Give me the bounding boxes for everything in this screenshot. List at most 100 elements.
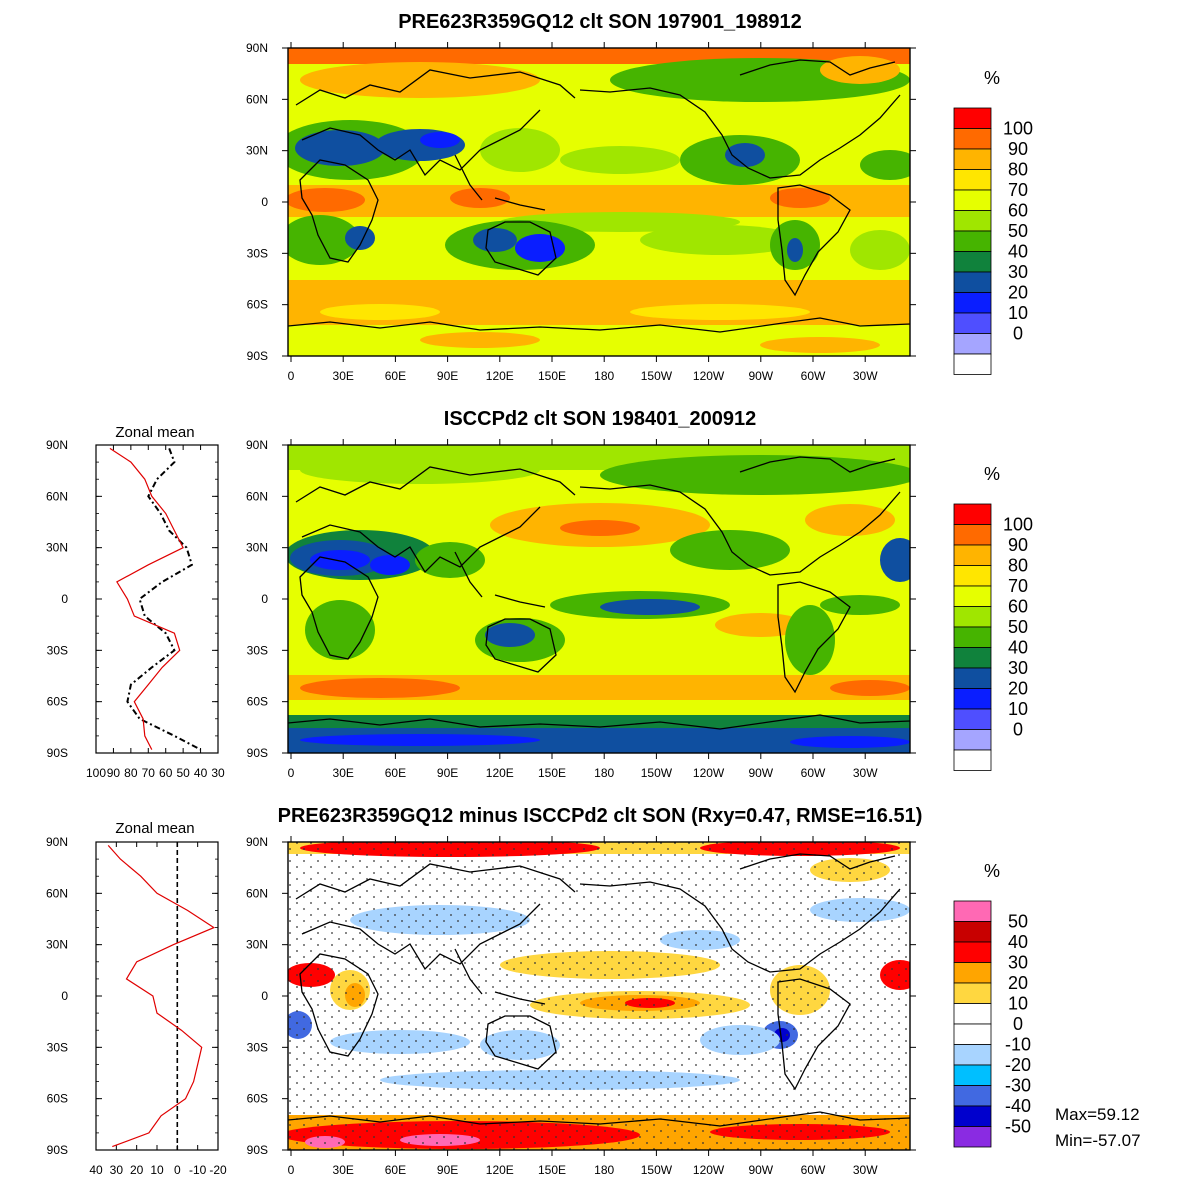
colorbar-label: -50 (1005, 1117, 1031, 1137)
colorbar-label: 30 (1008, 262, 1028, 282)
zonal-mean-frame (95, 444, 219, 754)
lon-tick-label: 60E (385, 766, 406, 780)
colorbar-swatch (953, 148, 992, 170)
coastline-north-america (579, 484, 901, 576)
colorbar-swatch (953, 292, 992, 314)
field-region (670, 530, 790, 570)
coastline-arctic (739, 853, 896, 870)
colorbar-swatch (953, 189, 992, 211)
lon-tick-label: 120E (486, 766, 514, 780)
map-field (288, 842, 910, 1150)
coastline-eurasia-north (295, 69, 576, 106)
lat-tick-label: 90N (246, 41, 268, 55)
coastline-eurasia-south (301, 903, 541, 971)
colorbar-swatch (953, 1085, 992, 1107)
field-region (310, 550, 370, 570)
colorbar-swatch (953, 251, 992, 273)
colorbar-swatch (953, 128, 992, 150)
lon-tick-label: 180 (594, 369, 614, 383)
field-region (805, 504, 895, 536)
coastline-arctic (739, 456, 896, 473)
zm-x-tick-label: 70 (142, 766, 156, 780)
coastline-australia (485, 618, 557, 673)
lon-tick-label: 180 (594, 1163, 614, 1177)
coastline-south-america (777, 184, 851, 297)
colorbar-swatch (953, 210, 992, 232)
lon-tick-label: 120W (693, 369, 725, 383)
colorbar-swatch (953, 647, 992, 669)
field-region (345, 226, 375, 250)
lon-tick-label: 150W (641, 369, 673, 383)
colorbar-swatch (953, 729, 992, 751)
field-region (370, 555, 410, 575)
colorbar-label: 70 (1008, 180, 1028, 200)
colorbar-label: 50 (1008, 221, 1028, 241)
colorbar-label: 0 (1013, 1014, 1023, 1034)
colorbar-swatch (953, 1023, 992, 1045)
zonal-mean-frame (95, 841, 219, 1151)
coastline-eurasia-north (295, 466, 576, 503)
field-region (420, 132, 460, 148)
zm-lat-tick-label: 60N (46, 886, 68, 900)
field-region (630, 304, 810, 320)
lon-tick-label: 30E (333, 369, 354, 383)
zm-lat-tick-label: 30N (46, 938, 68, 952)
field-region (288, 215, 360, 265)
colorbar-label: 0 (1013, 720, 1023, 740)
colorbar-label: 40 (1008, 932, 1028, 952)
field-region (295, 130, 385, 166)
coastline-antarctica (288, 714, 910, 730)
unit-label: % (984, 68, 1000, 88)
colorbar-label: 100 (1003, 515, 1033, 535)
colorbar-label: 20 (1008, 679, 1028, 699)
zm-lat-tick-label: 0 (61, 592, 68, 606)
colorbar-label: 10 (1008, 303, 1028, 323)
lon-tick-label: 120E (486, 1163, 514, 1177)
field-region (725, 143, 765, 167)
colorbar-label: 100 (1003, 119, 1033, 139)
lon-tick-label: 30W (853, 369, 878, 383)
field-region (640, 225, 800, 255)
zonal-mean-plot: 90N 60N 30N 0 30S 60S 90S 100 90 80 70 60 50 40 30 (46, 438, 225, 780)
map-axes: 90N 60N 30N 0 30S 60S 90S 0 30E 60E 90E 120E 150E 180… (246, 41, 916, 383)
lat-tick-label: 60N (246, 886, 268, 900)
field-region (420, 332, 540, 348)
coastline-arctic (739, 59, 896, 76)
colorbar-swatch (953, 333, 992, 355)
zonal-mean-title: Zonal mean (115, 424, 194, 441)
lat-tick-label: 60S (247, 298, 268, 312)
coastline-south-america (777, 581, 851, 694)
coastline-eurasia-south (301, 506, 541, 574)
lon-tick-label: 60E (385, 1163, 406, 1177)
lon-tick-label: 120E (486, 369, 514, 383)
coastlines (288, 456, 910, 730)
panel-title: ISCCPd2 clt SON 198401_200912 (444, 408, 756, 430)
field-region (485, 623, 535, 647)
significance-stippling (288, 842, 910, 1150)
colorbar-swatch (953, 353, 992, 375)
coastline-antarctica (288, 1111, 910, 1127)
colorbar-label: 30 (1008, 658, 1028, 678)
coastlines (288, 59, 910, 333)
colorbar-swatch (953, 1064, 992, 1086)
colorbar-swatch (953, 667, 992, 689)
zonal-mean-obs-line (126, 448, 202, 751)
panel-model: PRE623R359GQ12 clt SON 197901_198912 (246, 11, 1033, 383)
map-axes: 90N 60N 30N 0 30S 60S 90S 0 30E 60E 90E 120E 150E 180… (246, 835, 916, 1177)
lon-tick-label: 0 (288, 766, 295, 780)
lon-tick-label: 150W (641, 766, 673, 780)
colorbar-label: 50 (1008, 617, 1028, 637)
zm-x-tick-label: 40 (89, 1163, 103, 1177)
field-region (300, 678, 460, 698)
coastline-maritime (454, 154, 546, 211)
lon-tick-label: 150E (538, 1163, 566, 1177)
field-region (860, 150, 910, 180)
lon-tick-label: 90E (437, 1163, 458, 1177)
coastline-antarctica (288, 317, 910, 333)
colorbar-swatch (953, 688, 992, 710)
colorbar-swatch (953, 230, 992, 252)
colorbar-swatch (953, 565, 992, 587)
colorbar-label: 20 (1008, 973, 1028, 993)
lat-tick-label: 30N (246, 144, 268, 158)
